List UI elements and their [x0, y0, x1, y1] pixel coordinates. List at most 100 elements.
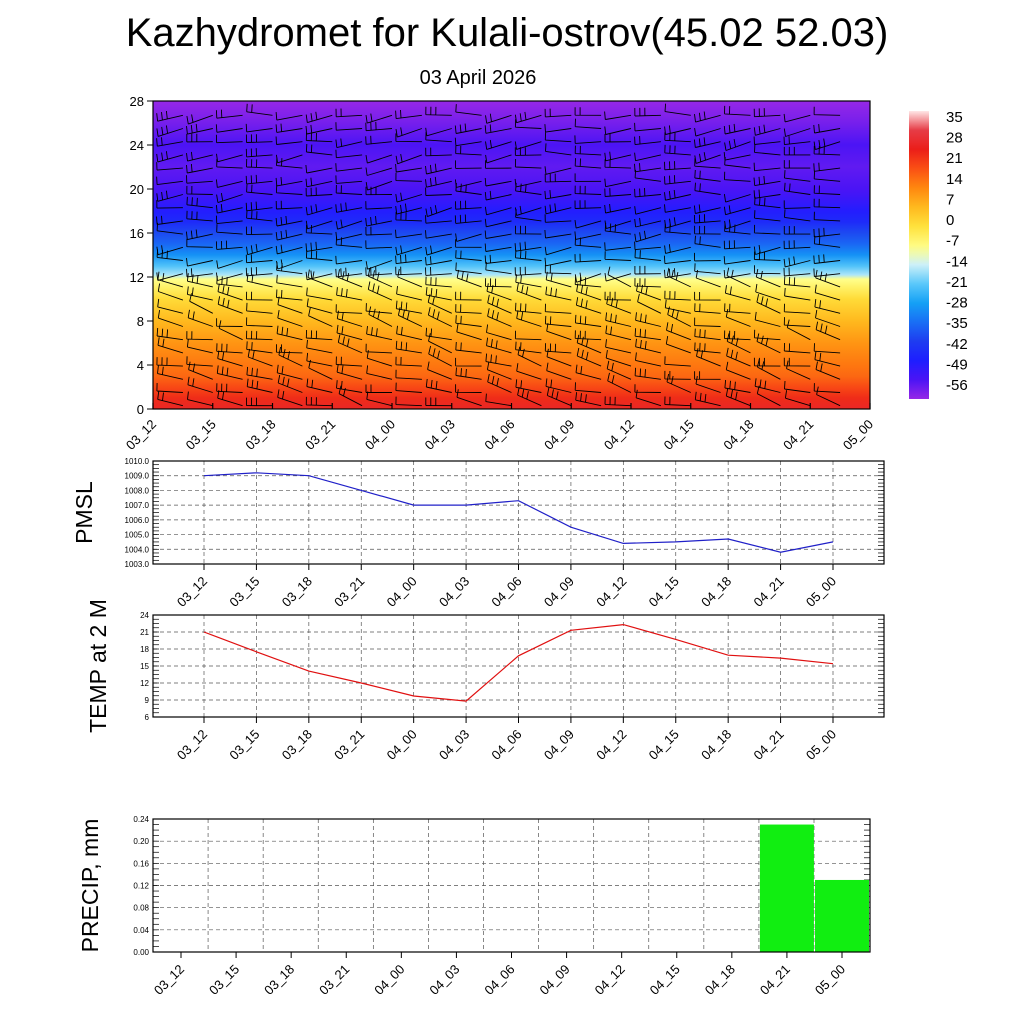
wind-barb — [395, 382, 422, 393]
wind-barb — [637, 293, 662, 314]
wind-barb — [425, 378, 452, 393]
wind-barb — [215, 124, 243, 133]
wind-barb — [277, 310, 303, 327]
x-tick-label: 03_21 — [316, 962, 352, 998]
wind-barb — [157, 337, 184, 354]
wind-barb — [157, 310, 184, 327]
wind-barb — [724, 139, 751, 151]
wind-barb — [724, 379, 751, 393]
wind-barb — [813, 185, 841, 195]
wind-barb — [724, 285, 751, 301]
wind-barb — [484, 206, 512, 216]
temp-panel: 24 21 18 15 12 9 6 03_12 03_15 03_18 03_21 04_00 04_… — [85, 599, 885, 763]
wind-barb — [694, 169, 721, 182]
wind-barb — [336, 287, 363, 301]
y-tick-label: 4 — [137, 358, 144, 373]
wind-barb — [156, 200, 183, 209]
wind-barb — [335, 122, 363, 131]
wind-barb — [514, 147, 542, 156]
wind-barb — [157, 283, 184, 301]
wind-barb — [454, 137, 482, 147]
colorbar-label: -7 — [946, 233, 959, 250]
y-axis-label: PRECIP, mm — [77, 819, 103, 953]
wind-barb — [305, 164, 333, 174]
wind-barb — [425, 163, 452, 175]
wind-barb — [485, 154, 512, 164]
y-tick-label: 28 — [130, 94, 144, 109]
wind-barb — [634, 278, 661, 288]
wind-barb — [395, 203, 423, 215]
y-tick-label: 0.12 — [133, 882, 149, 891]
wind-barb — [186, 331, 213, 341]
wind-barb — [365, 216, 393, 227]
wind-barb — [216, 193, 243, 204]
wind-barb — [275, 244, 303, 255]
wind-barb — [484, 124, 512, 134]
x-tick-label: 04_15 — [661, 417, 697, 453]
wind-barb — [693, 204, 721, 214]
wind-barb — [753, 175, 781, 187]
x-tick-label: 03_15 — [226, 574, 262, 610]
wind-barb — [514, 225, 542, 235]
wind-barb — [634, 367, 661, 380]
x-tick-label: 03_21 — [302, 417, 338, 453]
wind-barb — [514, 241, 542, 252]
wind-barb — [694, 182, 721, 195]
wind-barb — [455, 239, 482, 248]
wind-barb — [395, 300, 422, 314]
wind-barb — [335, 267, 363, 278]
wind-barb — [189, 293, 214, 314]
x-tick-label: 04_06 — [488, 574, 524, 610]
wind-barb — [544, 257, 572, 267]
wind-barb — [246, 291, 273, 301]
wind-barb — [335, 356, 363, 367]
wind-barb — [545, 378, 572, 393]
y-tick-label: 15 — [140, 662, 149, 671]
wind-barb — [723, 256, 751, 265]
wind-barb — [246, 158, 273, 169]
x-tick-label: 04_09 — [541, 417, 577, 453]
wind-barb — [337, 269, 363, 288]
wind-barb — [395, 133, 422, 143]
wind-barb — [813, 145, 841, 156]
y-tick-label: 24 — [140, 611, 149, 620]
wind-barb — [186, 163, 213, 174]
wind-barb — [634, 265, 661, 275]
wind-barb — [245, 148, 273, 158]
wind-barb — [783, 146, 811, 156]
wind-barb — [156, 249, 183, 261]
x-tick-label: 04_21 — [757, 962, 793, 998]
wind-barb — [246, 243, 273, 256]
wind-barb — [514, 330, 542, 341]
wind-barb — [455, 200, 482, 210]
wind-barb — [245, 201, 273, 212]
wind-barb — [634, 152, 662, 162]
wind-barb — [516, 310, 542, 327]
wind-barb — [156, 357, 183, 367]
wind-barb — [425, 276, 452, 288]
y-tick-label: 0.24 — [133, 815, 149, 824]
x-tick-label: 04_03 — [436, 574, 472, 610]
wind-barb — [694, 328, 721, 341]
wind-barb — [366, 326, 393, 341]
wind-barb — [246, 103, 273, 116]
wind-barb — [425, 215, 452, 224]
wind-barb — [634, 206, 662, 215]
wind-barb — [395, 109, 422, 120]
wind-barb — [576, 347, 602, 367]
colorbar-label: -56 — [946, 377, 968, 394]
wind-barb — [753, 329, 781, 341]
wind-barb — [635, 338, 662, 354]
wind-barb — [425, 230, 452, 239]
wind-barb — [306, 352, 333, 367]
wind-barb — [395, 254, 422, 265]
wind-barb — [635, 312, 662, 327]
wind-barb — [784, 170, 811, 182]
wind-barb — [514, 111, 542, 124]
wind-barb — [186, 210, 213, 222]
wind-barb — [455, 250, 482, 261]
wind-barb — [216, 224, 243, 235]
wind-barb — [425, 266, 452, 276]
wind-barb — [156, 125, 184, 137]
wind-barb — [335, 304, 363, 314]
